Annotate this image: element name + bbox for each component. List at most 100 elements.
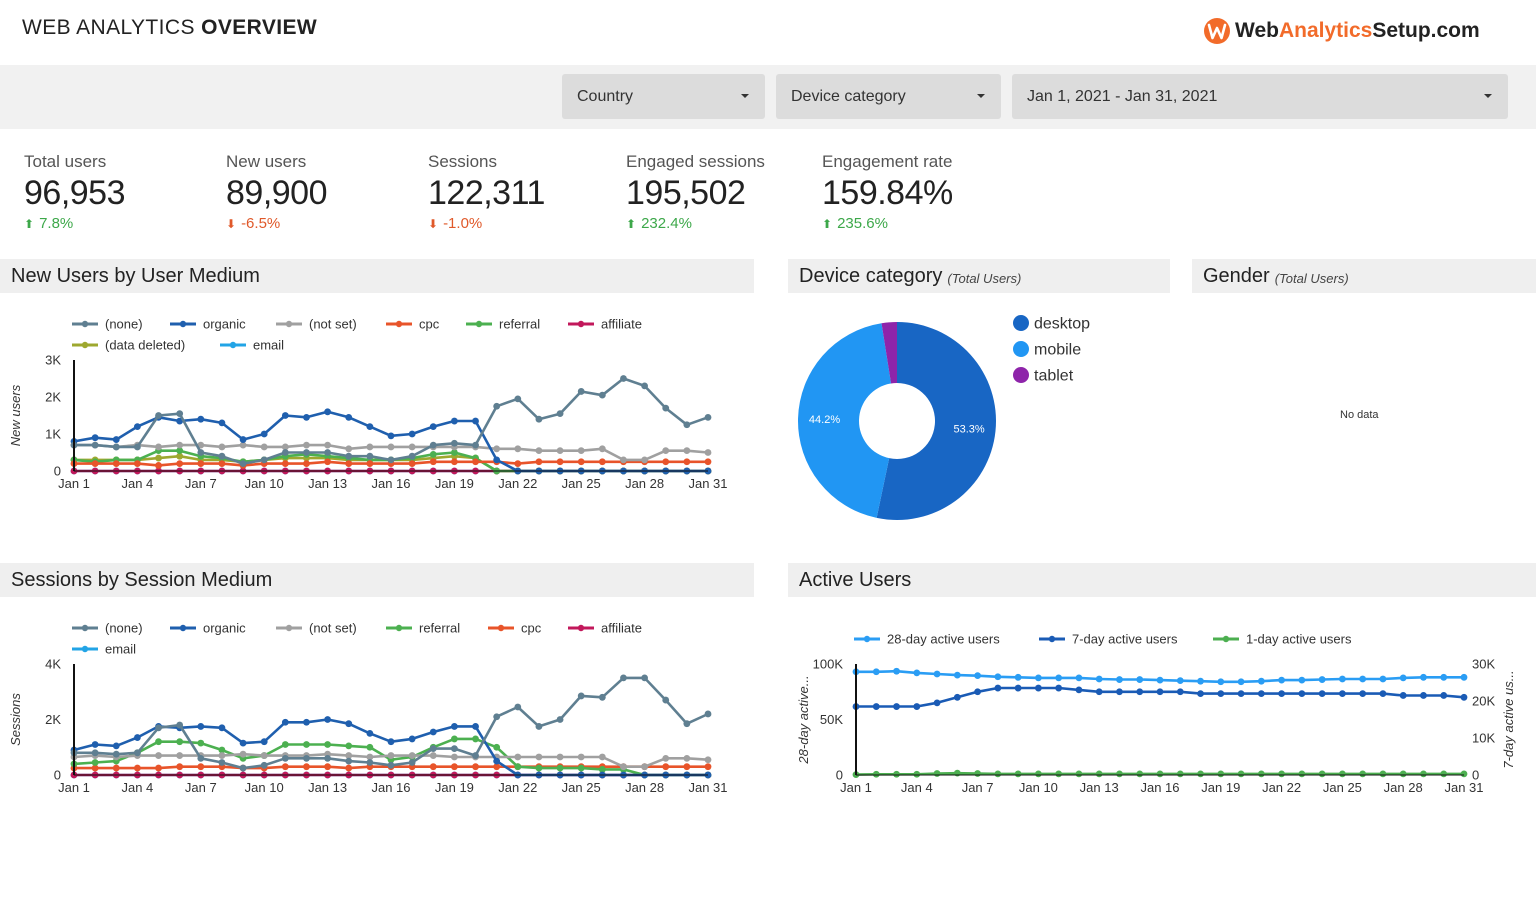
data-point	[1136, 676, 1144, 683]
data-point	[134, 443, 141, 451]
device-category-dropdown[interactable]: Device category	[776, 74, 1001, 119]
legend-marker	[1013, 341, 1029, 357]
kpi-delta-value: 7.8%	[39, 215, 74, 232]
x-tick-label: Jan 19	[435, 780, 474, 795]
legend-item-not-set[interactable]: (not set)	[276, 317, 357, 332]
data-point	[872, 703, 880, 710]
legend-item-email[interactable]: email	[220, 338, 284, 353]
series-none	[70, 375, 712, 467]
legend-item-desktop[interactable]: desktop	[1013, 315, 1090, 333]
data-point	[913, 770, 921, 778]
panel-header-new-users: New Users by User Medium	[0, 259, 754, 293]
x-tick-label: Jan 31	[688, 476, 727, 491]
legend-item-organic[interactable]: organic	[170, 317, 246, 332]
legend-item-none[interactable]: (none)	[72, 317, 143, 332]
legend-item-28-day-active-users[interactable]: 28-day active users	[854, 632, 1000, 647]
legend-item-none[interactable]: (none)	[72, 621, 143, 636]
legend-item-7-day-active-users[interactable]: 7-day active users	[1039, 632, 1178, 647]
data-point	[1176, 677, 1184, 685]
device-donut-chart[interactable]: 53.3% 44.2% desktop mobile tablet	[788, 300, 1168, 540]
data-point	[535, 447, 543, 455]
chevron-down-icon	[977, 94, 985, 98]
data-point	[197, 415, 205, 423]
data-point	[176, 752, 184, 759]
data-point	[281, 741, 289, 748]
x-tick-label: Jan 13	[308, 476, 347, 491]
data-point	[472, 441, 479, 449]
donut-slice-tablet[interactable]	[881, 322, 897, 384]
data-point	[535, 753, 543, 761]
data-point	[704, 756, 712, 764]
data-point	[1197, 690, 1204, 697]
kpi-delta-value: -1.0%	[443, 215, 483, 232]
data-point	[535, 415, 543, 423]
data-point	[387, 761, 395, 769]
x-tick-label: Jan 10	[1019, 780, 1058, 795]
legend-item-data-deleted[interactable]: (data deleted)	[72, 338, 185, 353]
y-axis-title: 28-day active...	[796, 675, 811, 764]
data-point	[1156, 676, 1164, 684]
legend-item-cpc[interactable]: cpc	[386, 317, 440, 332]
data-point	[577, 447, 585, 455]
legend-label: cpc	[521, 621, 542, 636]
data-point	[91, 759, 99, 766]
legend-item-mobile[interactable]: mobile	[1013, 341, 1081, 359]
panel-title: New Users by User Medium	[11, 264, 260, 287]
legend-marker	[229, 341, 237, 349]
active-users-line-chart[interactable]: 28-day active users 7-day active users 1-d…	[788, 604, 1536, 814]
data-point	[683, 447, 691, 455]
legend-item-not-set[interactable]: (not set)	[276, 621, 357, 636]
new-users-line-chart[interactable]: (none) organic (not set) cpc referral affilia…	[0, 300, 760, 510]
data-point	[429, 728, 437, 736]
kpi-total-users: Total users 96,953 ⬆ 7.8%	[24, 152, 126, 232]
data-point	[176, 738, 184, 746]
legend-item-referral[interactable]: referral	[386, 621, 460, 636]
date-range-picker[interactable]: Jan 1, 2021 - Jan 31, 2021	[1012, 74, 1508, 119]
y-tick-label: 50K	[820, 712, 843, 727]
legend-item-organic[interactable]: organic	[170, 621, 246, 636]
data-point	[598, 693, 606, 701]
data-point	[303, 718, 310, 726]
data-point	[387, 738, 395, 746]
legend-item-1-day-active-users[interactable]: 1-day active users	[1213, 632, 1352, 647]
x-tick-label: Jan 13	[308, 780, 347, 795]
legend-marker	[179, 320, 187, 328]
data-point	[1278, 770, 1285, 778]
data-point	[260, 430, 268, 438]
legend-item-referral[interactable]: referral	[466, 317, 540, 332]
data-point	[1055, 770, 1063, 778]
sessions-line-chart[interactable]: (none) organic (not set) referral cpc affilia…	[0, 604, 760, 814]
panel-title: Device category	[799, 264, 943, 287]
x-tick-label: Jan 10	[245, 476, 284, 491]
country-dropdown[interactable]: Country	[562, 74, 765, 119]
data-point	[1257, 770, 1265, 778]
data-point	[1116, 770, 1123, 778]
data-point	[451, 439, 458, 447]
x-tick-label: Jan 4	[121, 476, 153, 491]
data-point	[134, 423, 141, 430]
legend-item-email[interactable]: email	[72, 642, 136, 657]
data-point	[176, 452, 184, 460]
data-point	[683, 458, 691, 466]
legend-item-affiliate[interactable]: affiliate	[568, 317, 642, 332]
panel-header-device-category: Device category (Total Users)	[788, 259, 1170, 293]
data-point	[451, 753, 458, 761]
kpi-label: Engagement rate	[822, 152, 953, 171]
data-point	[176, 460, 184, 467]
data-point	[134, 764, 141, 772]
donut-slice-desktop[interactable]	[876, 322, 996, 520]
legend-item-affiliate[interactable]: affiliate	[568, 621, 642, 636]
legend-item-cpc[interactable]: cpc	[488, 621, 542, 636]
data-point	[953, 769, 961, 777]
data-point	[974, 770, 981, 777]
data-point	[641, 456, 648, 464]
data-point	[1298, 690, 1306, 697]
legend-label: (data deleted)	[105, 338, 185, 353]
donut-slice-mobile[interactable]	[798, 323, 892, 518]
data-point	[218, 724, 226, 732]
brand-logo[interactable]: Web Analytics Setup.com	[1203, 14, 1480, 48]
data-point	[451, 735, 458, 743]
panel-subtitle: (Total Users)	[1274, 270, 1349, 286]
legend-item-tablet[interactable]: tablet	[1013, 367, 1074, 385]
data-point	[577, 692, 585, 700]
